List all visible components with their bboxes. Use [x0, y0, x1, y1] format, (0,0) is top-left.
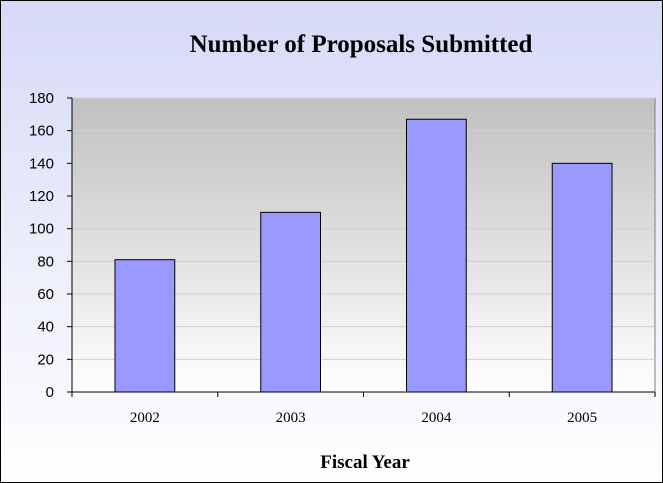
bar-2002 [114, 259, 176, 393]
bars [114, 118, 613, 393]
y-tick-label: 80 [37, 253, 54, 270]
x-tick-label: 2002 [130, 410, 160, 426]
y-tick-label: 120 [29, 188, 54, 205]
y-tick-label: 0 [46, 384, 54, 401]
y-tick-label: 160 [29, 123, 54, 140]
x-tick-label: 2004 [421, 410, 452, 426]
y-axis-ticks: 0 20 40 60 80 100 120 140 160 180 [29, 90, 72, 401]
x-tick-label: 2005 [567, 410, 597, 426]
y-tick-label: 140 [29, 155, 54, 172]
x-tick-label: 2003 [276, 410, 306, 426]
y-tick-label: 180 [29, 90, 54, 107]
bar-2005 [551, 162, 613, 393]
y-tick-label: 20 [37, 351, 54, 368]
x-axis-ticks: 2002 2003 2004 2005 [71, 392, 656, 426]
y-tick-label: 100 [29, 221, 54, 238]
bar-2003 [260, 211, 322, 393]
chart-title: Number of Proposals Submitted [190, 31, 533, 58]
bar-2004 [405, 118, 467, 393]
y-tick-label: 60 [37, 286, 54, 303]
x-axis-title: Fiscal Year [320, 452, 410, 473]
y-tick-label: 40 [37, 319, 54, 336]
